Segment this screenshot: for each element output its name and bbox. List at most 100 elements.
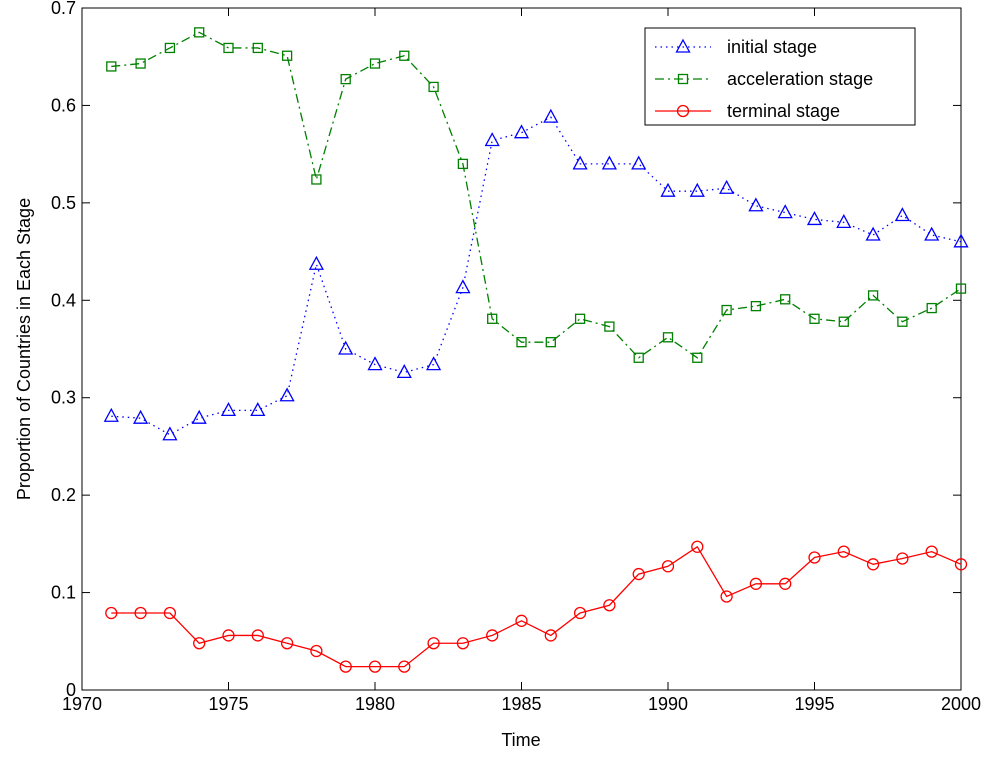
series-line: [111, 116, 962, 436]
data-point: [926, 302, 937, 314]
data-point: [251, 629, 264, 642]
legend-label: initial stage: [727, 37, 817, 57]
data-point: [250, 402, 266, 417]
data-point: [691, 540, 704, 553]
y-tick-label: 0.2: [51, 485, 76, 505]
data-point: [428, 81, 439, 93]
data-point: [396, 364, 412, 379]
data-point: [515, 614, 528, 627]
data-point: [749, 577, 763, 590]
data-point: [163, 606, 177, 620]
data-point: [516, 337, 527, 348]
data-point: [544, 629, 557, 642]
data-point: [662, 332, 674, 343]
data-point: [750, 300, 762, 312]
legend-marker: [677, 73, 689, 85]
data-point: [455, 279, 471, 294]
x-tick-label: 1970: [62, 694, 102, 714]
data-point: [719, 179, 735, 194]
data-point: [135, 58, 146, 69]
data-point: [603, 599, 616, 612]
data-point: [427, 637, 440, 650]
data-point: [721, 304, 732, 316]
y-tick-label: 0.4: [51, 290, 76, 310]
x-tick-label: 2000: [941, 694, 981, 714]
data-point: [162, 426, 178, 441]
data-point: [601, 155, 617, 170]
data-point: [281, 50, 293, 61]
data-point: [426, 356, 442, 371]
data-point: [925, 545, 938, 558]
legend-box: [644, 27, 916, 126]
plot-frame: [81, 7, 962, 691]
data-point: [487, 313, 498, 324]
y-tick-label: 0.1: [51, 583, 76, 603]
data-point: [543, 108, 559, 123]
data-point: [134, 606, 147, 620]
data-point: [809, 313, 820, 324]
data-point: [896, 552, 909, 565]
data-point: [867, 290, 879, 301]
y-tick-label: 0: [66, 680, 76, 700]
y-tick-label: 0.5: [51, 193, 76, 213]
data-point: [457, 158, 469, 170]
y-axis-label: Proportion of Countries in Each Stage: [14, 198, 34, 500]
data-point: [486, 629, 499, 642]
y-tick-label: 0.7: [51, 0, 76, 18]
data-point: [865, 226, 881, 241]
data-point: [194, 27, 205, 38]
data-point: [369, 58, 381, 69]
data-point: [103, 407, 119, 422]
data-point: [633, 352, 644, 363]
data-point: [955, 283, 967, 294]
data-point: [924, 226, 940, 241]
data-point: [368, 660, 382, 673]
data-point: [632, 567, 645, 581]
data-point: [836, 213, 852, 228]
data-point: [720, 590, 733, 603]
data-point: [339, 660, 352, 673]
data-point: [191, 409, 207, 424]
data-point: [953, 233, 969, 248]
data-point: [572, 155, 588, 170]
data-point: [806, 211, 823, 226]
data-point: [780, 294, 791, 305]
data-point: [838, 316, 849, 327]
data-point: [748, 197, 764, 212]
data-point: [340, 73, 351, 85]
data-point: [894, 207, 910, 222]
data-point: [193, 637, 206, 650]
data-point: [777, 204, 793, 219]
data-point: [311, 174, 322, 185]
data-point: [308, 255, 324, 270]
legend-marker: [676, 104, 690, 118]
x-tick-label: 1995: [794, 694, 834, 714]
legend-marker: [675, 38, 691, 53]
data-point: [574, 313, 586, 324]
data-point: [106, 61, 117, 72]
data-point: [573, 606, 587, 620]
x-tick-label: 1985: [501, 694, 541, 714]
data-point: [456, 637, 470, 650]
data-point: [220, 402, 237, 417]
data-point: [808, 551, 821, 564]
data-point: [105, 606, 118, 620]
data-point: [545, 337, 556, 348]
data-point: [692, 352, 703, 363]
data-point: [837, 545, 850, 558]
x-axis-label: Time: [501, 730, 540, 750]
y-tick-label: 0.3: [51, 388, 76, 408]
data-point: [779, 577, 792, 590]
data-point: [367, 356, 383, 371]
x-tick-label: 1975: [208, 694, 248, 714]
data-point: [280, 637, 294, 650]
data-point: [484, 132, 500, 147]
data-point: [252, 42, 263, 54]
data-point: [133, 409, 149, 424]
data-point: [338, 340, 354, 355]
x-tick-label: 1980: [355, 694, 395, 714]
data-point: [513, 124, 530, 139]
data-point: [661, 560, 675, 573]
data-point: [604, 321, 615, 332]
